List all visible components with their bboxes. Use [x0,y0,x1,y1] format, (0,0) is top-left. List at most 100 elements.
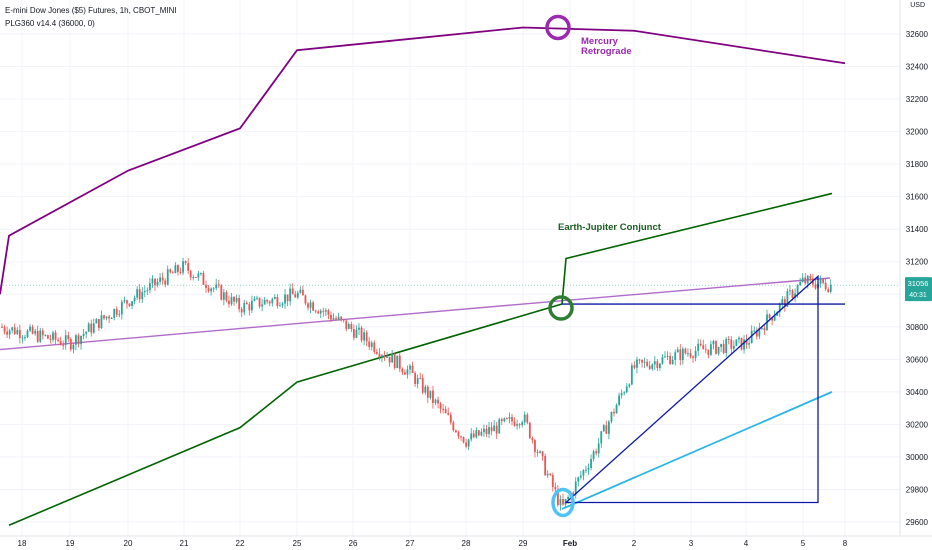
candle-body [115,309,118,315]
candle-body [710,344,712,355]
candle-body [92,323,95,333]
candle-body [727,338,730,340]
indicator-legend[interactable]: PLG360 v14.4 (36000, 0) [5,19,95,28]
candle-body [276,296,279,307]
candle-body [618,395,620,405]
candle-body [350,324,353,330]
candle-body [161,277,164,281]
candle-body [141,292,144,300]
candle-body [572,492,575,495]
mercury-label-line1: Mercury [581,36,619,47]
candle-body [184,261,187,263]
candle-body [452,422,455,431]
candle-body [656,361,659,369]
candle-body [720,343,722,347]
chart-title[interactable]: E-mini Dow Jones ($5) Futures, 1h, CBOT_… [5,6,177,15]
mercury-label-line2: Retrograde [581,46,632,57]
candle-body [393,353,396,369]
y-tick-label: 30000 [906,453,929,462]
candle-body [437,399,439,404]
candle-body [261,304,263,307]
candle-body [745,339,748,345]
candle-body [80,335,82,345]
candle-body [462,436,465,443]
candle-body [536,451,539,453]
candle-body [98,319,100,329]
candle-body [404,372,406,375]
candle-body [495,425,498,434]
candle-body [6,331,8,335]
candle-body [467,439,470,447]
candle-body [653,361,656,365]
candle-body [49,338,52,340]
candle-body [577,477,580,482]
candle-body [666,356,669,358]
candle-body [406,369,409,375]
candle-body [281,303,284,306]
candle-body [365,332,368,342]
candle-body [424,386,427,393]
candle-body [126,300,128,304]
y-tick-label: 29800 [906,485,929,494]
candle-body [806,275,809,284]
candle-body [681,348,684,361]
candle-body [783,299,786,307]
y-tick-label: 30400 [906,388,929,397]
candle-body [21,337,24,339]
candle-body [761,327,763,329]
candle-body [574,481,577,495]
x-tick-label: 26 [349,539,358,548]
candle-body [100,315,103,329]
price-tag-box [905,277,932,302]
candle-body [82,333,85,336]
candle-body [513,421,516,426]
candle-body [179,271,182,273]
candle-body [64,335,67,345]
candle-body [263,299,266,305]
drawings [562,274,845,504]
candle-body [192,276,195,278]
candle-body [243,302,246,313]
price-axis-bg[interactable] [900,0,932,536]
candle-body [549,473,552,475]
candle-body [212,288,215,290]
low-circle-marker [551,487,575,518]
candle-body [432,390,434,404]
indicator-lines [0,26,846,526]
candle-body [636,359,638,368]
candle-body [302,289,304,296]
candle-body [661,357,664,364]
candle-body [498,419,501,434]
candle-body [345,320,348,329]
y-tick-label: 32000 [906,128,929,137]
candle-body [24,337,26,339]
candle-body [230,296,233,305]
y-tick-label: 30200 [906,420,929,429]
candle-body [814,284,817,289]
candle-body [44,335,47,337]
candle-body [299,289,302,293]
candle-body [531,438,534,441]
candle-body [643,361,646,363]
candle-body [29,326,31,331]
candle-body [669,356,671,365]
candle-body [712,341,715,345]
time-axis-bg[interactable] [0,536,900,550]
candle-body [327,310,330,315]
candle-body [233,296,235,302]
candle-body [309,302,312,308]
candle-body [398,355,401,369]
candle-body [268,301,271,304]
candle-body [222,292,225,300]
candle-body [54,332,57,340]
candle-body [781,299,784,304]
x-tick-label: 5 [801,539,806,548]
y-tick-label: 31600 [906,193,929,202]
candle-body [694,350,697,358]
candle-body [778,303,781,313]
candle-body [177,265,179,272]
candle-body [363,332,365,341]
candle-body [8,330,11,335]
candle-body [465,442,467,447]
